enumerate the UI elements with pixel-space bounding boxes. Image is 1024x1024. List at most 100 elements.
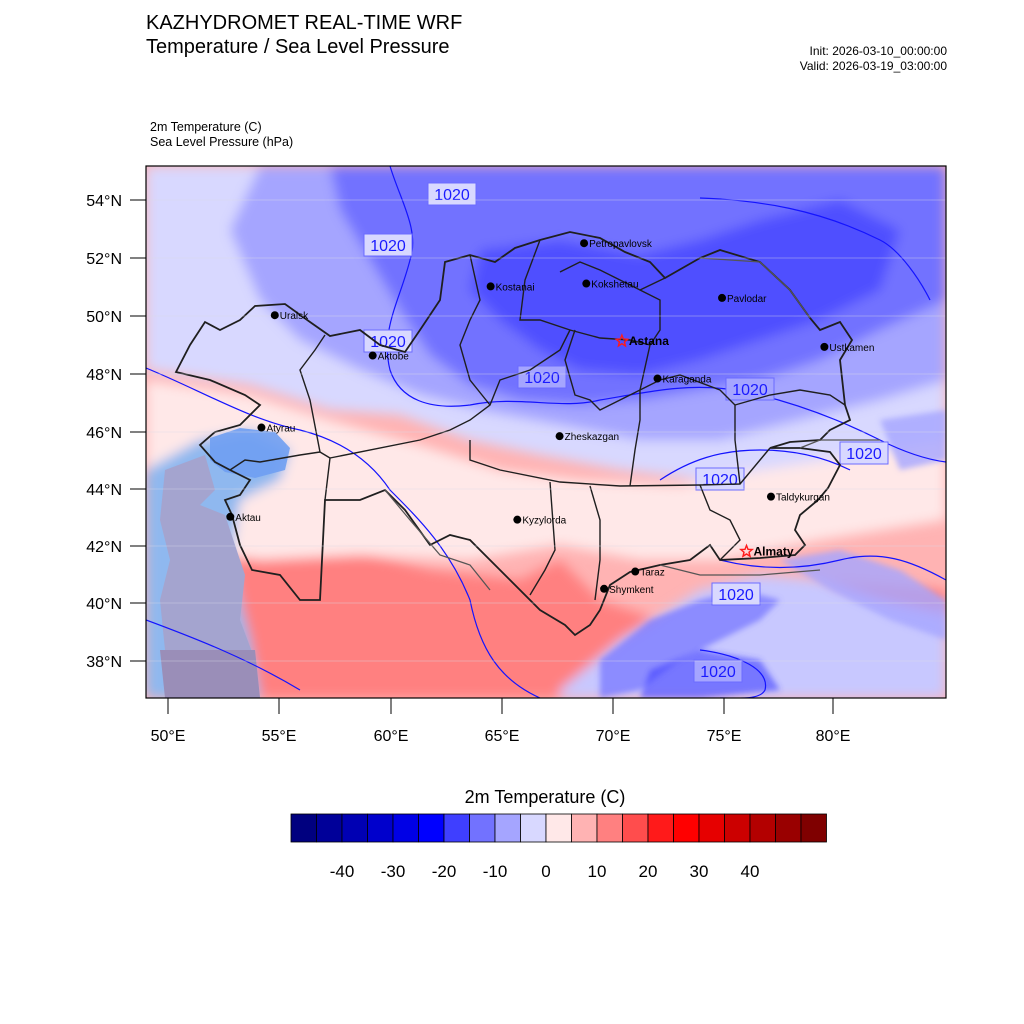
colorbar-swatch (341, 813, 368, 843)
isobar-label: 1020 (370, 238, 406, 255)
caspian-south (160, 650, 260, 698)
lat-label: 54°N (86, 193, 122, 210)
lat-label: 40°N (86, 596, 122, 613)
city-dot (555, 432, 564, 441)
capital-star-icon (614, 333, 630, 348)
lat-label: 42°N (86, 539, 122, 556)
colorbar-title: 2m Temperature (C) (464, 787, 626, 807)
city-label: Pavlodar (727, 294, 767, 305)
field-pressure: Sea Level Pressure (hPa) (150, 135, 294, 149)
colorbar-swatch (545, 813, 572, 843)
lat-label: 52°N (86, 251, 122, 268)
run-times: Init: 2026-03-10_00:00:00 Valid: 2026-03… (800, 44, 947, 74)
city-dot (368, 351, 377, 360)
city-dot (631, 567, 640, 576)
lat-label: 46°N (86, 425, 122, 442)
isobar-label: 1020 (524, 370, 560, 387)
lat-axis: 54°N 52°N 50°N 48°N 46°N 44°N 42°N 40°N … (86, 193, 146, 671)
lon-label: 70°E (596, 728, 631, 745)
chart-title: KAZHYDROMET REAL-TIME WRF (146, 12, 463, 34)
colorbar-tick-label: 20 (639, 862, 658, 881)
colorbar-swatch (724, 813, 751, 843)
colorbar-tick-label: 0 (541, 862, 550, 881)
colorbar-swatch (800, 813, 827, 843)
isobar-label: 1020 (370, 334, 406, 351)
colorbar-tick-label: 40 (741, 862, 760, 881)
valid-time: Valid: 2026-03-19_03:00:00 (799, 59, 947, 73)
isobar-label: 1020 (718, 587, 754, 604)
north-caspian (210, 428, 290, 478)
lon-label: 75°E (707, 728, 742, 745)
city-label: Uralsk (280, 311, 309, 322)
city-dot (600, 584, 609, 593)
colorbar-tick-label: -30 (381, 862, 406, 881)
colorbar-tick-label: 10 (588, 862, 607, 881)
isobar-label: 1020 (702, 472, 738, 489)
city-label: Ustkamen (829, 343, 874, 354)
city-label: Kostanai (496, 282, 535, 293)
colorbar-tick-label: -40 (330, 862, 355, 881)
city-label: Aktau (235, 513, 261, 524)
city-markers: Petropavlovsk Kostanai Kokshetau Pavlodar Ur… (226, 239, 874, 596)
kazakhstan-border (174, 231, 854, 637)
city-label: Atyrau (266, 424, 295, 435)
colorbar-swatch (290, 813, 317, 843)
isobar-label: 1020 (700, 664, 736, 681)
caspian-sea (160, 455, 260, 698)
city-dot (270, 311, 279, 320)
lon-label: 80°E (816, 728, 851, 745)
lat-label: 48°N (86, 367, 122, 384)
colorbar-swatch (622, 813, 649, 843)
city-label: Petropavlovsk (589, 239, 653, 250)
colorbar-swatch (418, 813, 445, 843)
foreign-borders (384, 257, 880, 591)
lon-label: 50°E (151, 728, 186, 745)
capital-star-icon (738, 543, 755, 558)
colorbar-swatch (520, 813, 547, 843)
map-area: 1020 1020 1020 1020 1020 1020 1020 1020 … (146, 166, 946, 698)
colorbar-swatch (673, 813, 700, 843)
lat-label: 38°N (86, 654, 122, 671)
colorbar-swatch (494, 813, 521, 843)
colorbar-swatch (749, 813, 776, 843)
init-time: Init: 2026-03-10_00:00:00 (809, 44, 947, 58)
lon-label: 60°E (374, 728, 409, 745)
city-dot (718, 293, 727, 302)
colorbar-swatch (596, 813, 623, 843)
colorbar-swatch (367, 813, 394, 843)
lat-label: 44°N (86, 482, 122, 499)
city-dot (513, 515, 522, 524)
colorbar-swatch (443, 813, 470, 843)
colorbar-tick-label: -10 (483, 862, 508, 881)
colorbar-swatch (469, 813, 496, 843)
city-dot (653, 374, 662, 383)
city-label: Astana (629, 334, 669, 348)
city-label: Zheskazgan (565, 432, 619, 443)
city-dot (582, 279, 591, 288)
city-label: Karaganda (663, 375, 712, 386)
city-dot (580, 239, 589, 248)
graticule (146, 199, 946, 662)
city-label: Taldykurgan (776, 493, 830, 504)
city-label: Shymkent (609, 585, 654, 596)
colorbar-swatch (392, 813, 419, 843)
lon-label: 65°E (485, 728, 520, 745)
isobar-label: 1020 (732, 382, 768, 399)
colorbar (290, 813, 827, 843)
colorbar-tick-label: -20 (432, 862, 457, 881)
city-dot (226, 512, 235, 521)
city-label: Kyzylorda (522, 516, 566, 527)
city-label: Kokshetau (591, 280, 638, 291)
isobar-label: 1020 (846, 446, 882, 463)
colorbar-tick-label: 30 (690, 862, 709, 881)
field-legend: 2m Temperature (C) Sea Level Pressure (h… (150, 120, 293, 150)
lon-label: 55°E (262, 728, 297, 745)
isobars (146, 166, 946, 698)
city-dot (257, 423, 266, 432)
city-dot (486, 282, 495, 291)
colorbar-swatch (775, 813, 802, 843)
colorbar-swatch (698, 813, 725, 843)
chart-subtitle: Temperature / Sea Level Pressure (146, 36, 450, 58)
city-label: Taraz (640, 568, 664, 579)
city-label: Aktobe (378, 352, 410, 363)
